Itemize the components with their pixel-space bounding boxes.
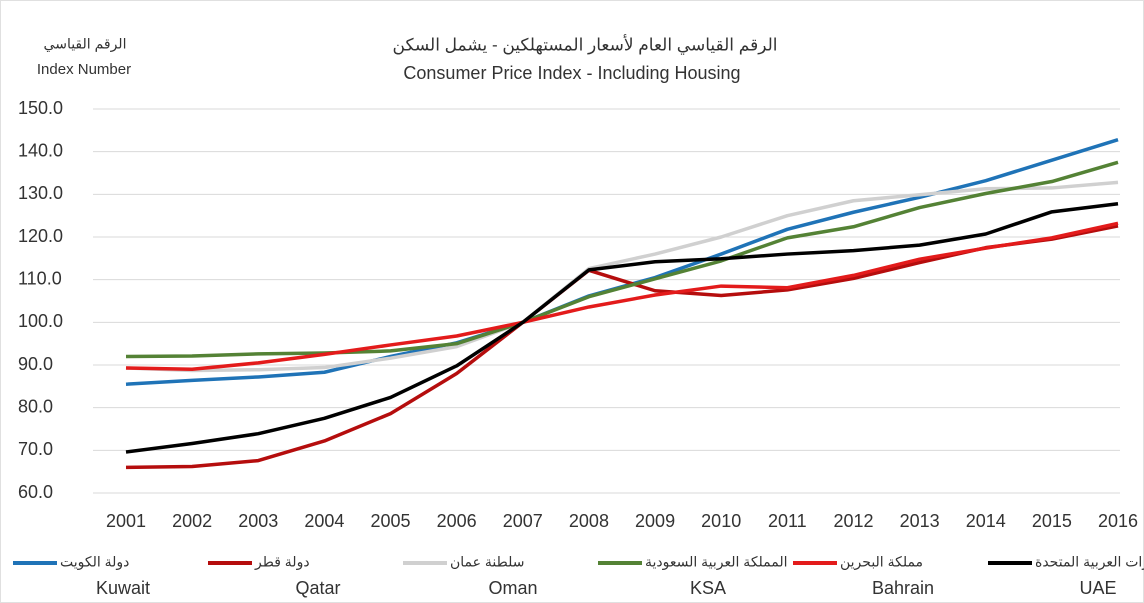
x-tick-label: 2007: [503, 511, 543, 531]
chart-title-ar: الرقم القياسي العام لأسعار المستهلكين - …: [393, 34, 778, 55]
y-tick-label: 110.0: [18, 268, 62, 288]
series-line: [125, 160, 1119, 359]
legend-label: Kuwait: [96, 578, 150, 598]
x-tick-label: 2005: [371, 511, 411, 531]
legend-label: Qatar: [295, 578, 340, 598]
y-tick-label: 70.0: [18, 439, 53, 459]
chart-title: Consumer Price Index - Including Housing: [403, 63, 740, 83]
legend-label: UAE: [1079, 578, 1116, 598]
legend-label-ar: سلطنة عمان: [450, 554, 524, 570]
x-tick-label: 2015: [1032, 511, 1072, 531]
y-tick-label: 140.0: [18, 140, 63, 160]
y-tick-label: 120.0: [18, 226, 63, 246]
x-tick-label: 2013: [900, 511, 940, 531]
x-tick-label: 2010: [701, 511, 741, 531]
legend-label: Oman: [488, 578, 537, 598]
series-line: [125, 221, 1119, 372]
x-tick-label: 2014: [966, 511, 1006, 531]
y-tick-label: 130.0: [18, 183, 63, 203]
x-tick-label: 2008: [569, 511, 609, 531]
y-tick-label: 80.0: [18, 396, 53, 416]
x-tick-label: 2016: [1098, 511, 1138, 531]
legend-label-ar: دولة قطر: [254, 554, 310, 571]
x-tick-label: 2011: [768, 511, 807, 531]
y-tick-label: 90.0: [18, 354, 53, 374]
x-tick-label: 2006: [437, 511, 477, 531]
series-line: [125, 180, 1119, 373]
x-tick-label: 2009: [635, 511, 675, 531]
legend-label-ar: دولة الكويت: [60, 554, 129, 571]
legend-label-ar: مملكة البحرين: [840, 554, 923, 571]
legend-label-ar: الإمارات العربية المتحدة: [1035, 554, 1144, 571]
x-tick-label: 2012: [833, 511, 873, 531]
x-tick-label: 2001: [106, 511, 146, 531]
legend-label: KSA: [690, 578, 726, 598]
legend-label: Bahrain: [872, 578, 934, 598]
x-tick-label: 2003: [238, 511, 278, 531]
y-axis-label: Index Number: [37, 61, 131, 78]
series-line: [125, 201, 1119, 454]
legend-label-ar: المملكة العربية السعودية: [645, 554, 788, 571]
y-tick-label: 150.0: [18, 98, 63, 118]
y-tick-label: 100.0: [18, 311, 63, 331]
y-tick-label: 60.0: [18, 482, 53, 502]
y-axis-label-ar: الرقم القياسي: [44, 36, 127, 53]
x-tick-label: 2004: [304, 511, 344, 531]
x-tick-label: 2002: [172, 511, 212, 531]
